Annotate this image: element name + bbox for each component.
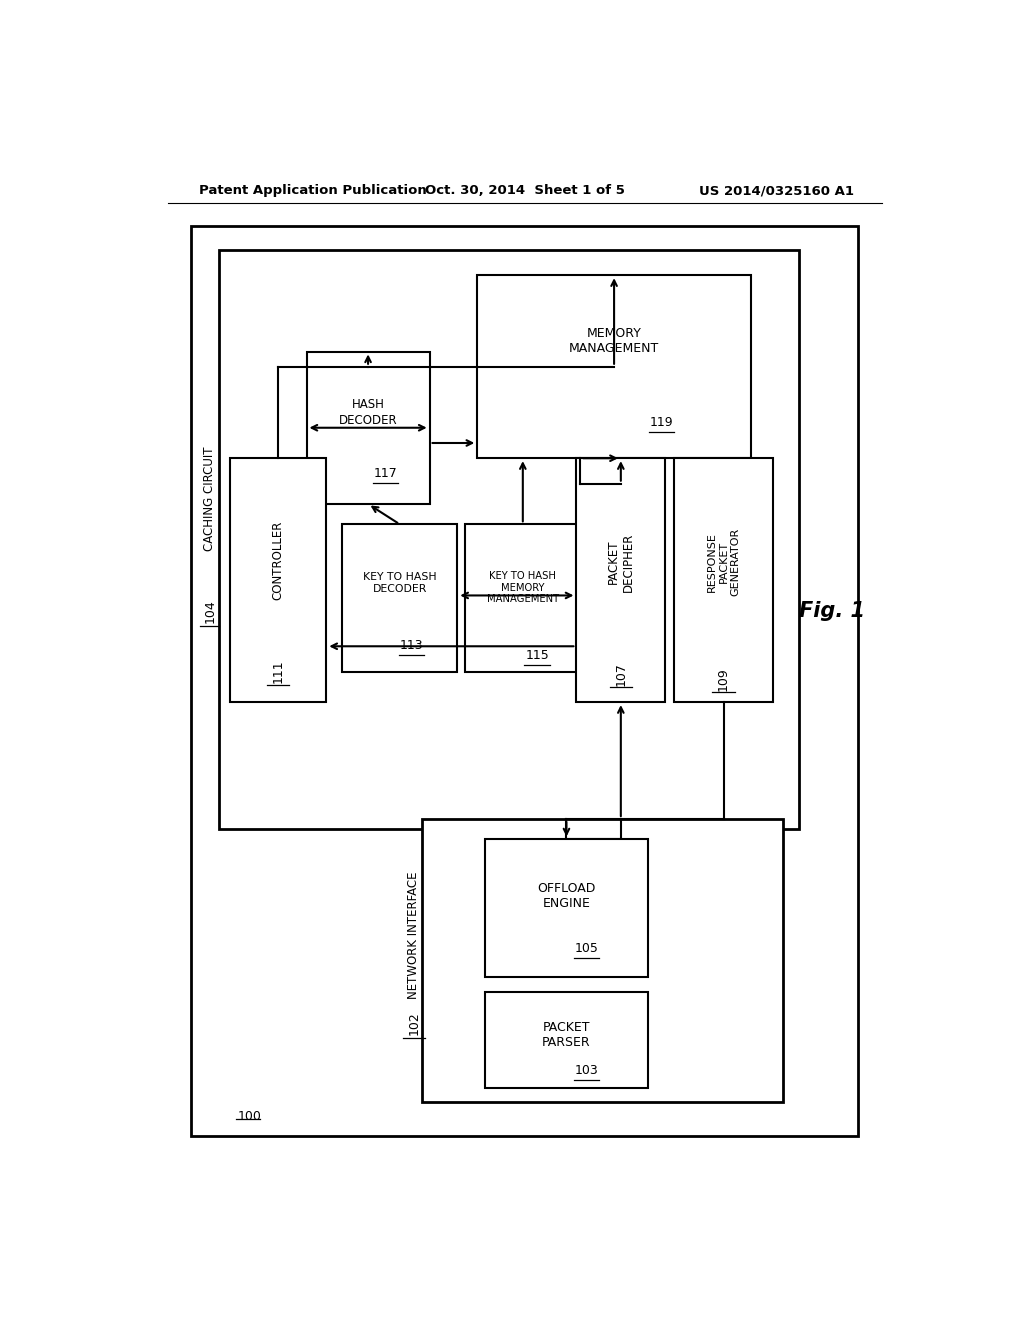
- Text: HASH
DECODER: HASH DECODER: [339, 399, 397, 426]
- Text: 109: 109: [717, 667, 730, 690]
- Text: 107: 107: [614, 661, 628, 685]
- Text: 105: 105: [574, 942, 598, 956]
- Bar: [465, 524, 581, 672]
- Bar: [229, 458, 327, 702]
- Bar: [191, 227, 858, 1137]
- Text: PACKET
DECIPHER: PACKET DECIPHER: [607, 532, 635, 591]
- Text: RESPONSE
PACKET
GENERATOR: RESPONSE PACKET GENERATOR: [707, 528, 740, 597]
- Bar: [219, 249, 799, 829]
- Text: 115: 115: [525, 649, 549, 663]
- Text: Fig. 1: Fig. 1: [799, 601, 864, 620]
- Bar: [342, 524, 458, 672]
- Bar: [674, 458, 773, 702]
- Text: 102: 102: [408, 1011, 420, 1035]
- Text: KEY TO HASH
DECODER: KEY TO HASH DECODER: [362, 572, 436, 594]
- Text: 100: 100: [238, 1110, 261, 1123]
- Text: 119: 119: [650, 416, 674, 429]
- Text: CACHING CIRCUIT: CACHING CIRCUIT: [203, 446, 216, 552]
- Text: PACKET
PARSER: PACKET PARSER: [542, 1022, 591, 1049]
- Text: Patent Application Publication: Patent Application Publication: [200, 185, 427, 198]
- Text: 113: 113: [400, 639, 424, 652]
- Bar: [485, 991, 648, 1089]
- Text: NETWORK INTERFACE: NETWORK INTERFACE: [408, 871, 420, 999]
- Text: OFFLOAD
ENGINE: OFFLOAD ENGINE: [538, 882, 596, 909]
- Text: US 2014/0325160 A1: US 2014/0325160 A1: [699, 185, 854, 198]
- Bar: [577, 458, 666, 702]
- Bar: [422, 818, 782, 1102]
- Text: Oct. 30, 2014  Sheet 1 of 5: Oct. 30, 2014 Sheet 1 of 5: [425, 185, 625, 198]
- Text: CONTROLLER: CONTROLLER: [271, 520, 285, 599]
- Bar: [477, 276, 751, 458]
- Text: 103: 103: [574, 1064, 598, 1077]
- Bar: [485, 840, 648, 977]
- Text: 117: 117: [374, 467, 397, 480]
- Text: KEY TO HASH
MEMORY
MANAGEMENT: KEY TO HASH MEMORY MANAGEMENT: [486, 572, 559, 605]
- Text: 111: 111: [271, 660, 285, 684]
- Text: 104: 104: [203, 599, 216, 623]
- Text: MEMORY
MANAGEMENT: MEMORY MANAGEMENT: [569, 327, 659, 355]
- Bar: [306, 351, 430, 504]
